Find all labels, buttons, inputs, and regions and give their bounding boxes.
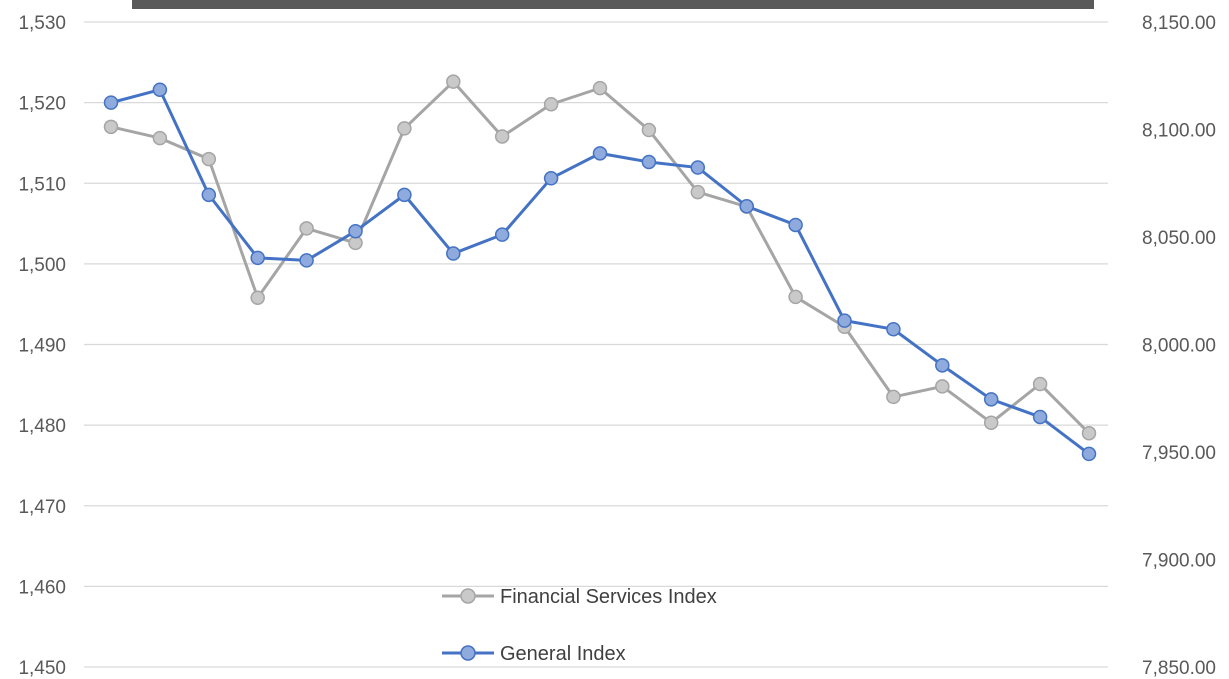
- data-point-financial-services: [886, 389, 901, 405]
- left-tick-label: 1,530: [18, 13, 66, 34]
- data-point-financial-services: [397, 121, 412, 136]
- right-tick-label: 7,850.00: [1142, 658, 1216, 679]
- data-point-general-index: [886, 321, 901, 337]
- data-point-general-index: [935, 358, 950, 373]
- data-point-general-index: [641, 154, 657, 170]
- data-point-financial-services: [690, 184, 706, 200]
- right-tick-label: 7,900.00: [1142, 551, 1216, 572]
- legend-marker-general-index: [460, 645, 476, 661]
- data-point-financial-services: [250, 290, 265, 305]
- series-layer: [103, 74, 1097, 462]
- data-point-financial-services: [592, 80, 608, 96]
- data-point-general-index: [690, 160, 706, 175]
- data-point-general-index: [397, 187, 412, 203]
- left-tick-label: 1,520: [18, 94, 66, 115]
- right-axis: 7,850.00 7,900.00 7,950.00 8,000.00 8,050.00…: [1142, 13, 1216, 679]
- data-point-financial-services: [983, 415, 999, 430]
- right-tick-label: 8,050.00: [1142, 228, 1216, 249]
- legend-label-general-index: General Index: [500, 643, 626, 665]
- data-point-general-index: [1081, 446, 1097, 462]
- data-point-financial-services: [543, 96, 559, 112]
- left-tick-label: 1,460: [18, 577, 66, 598]
- data-point-financial-services: [446, 74, 461, 89]
- legend-item-general-index: General Index: [442, 643, 626, 665]
- data-point-financial-services: [201, 151, 217, 167]
- data-point-financial-services: [1081, 425, 1097, 441]
- data-point-financial-services: [299, 221, 314, 236]
- data-point-general-index: [348, 223, 363, 239]
- left-tick-label: 1,490: [18, 336, 66, 357]
- legend-item-financial-services: Financial Services Index: [442, 586, 717, 608]
- data-point-general-index: [299, 253, 314, 268]
- data-point-general-index: [494, 227, 510, 242]
- data-point-general-index: [837, 313, 852, 328]
- data-point-general-index: [739, 199, 754, 214]
- data-point-general-index: [250, 250, 265, 266]
- title-box-edge: [132, 0, 1094, 9]
- left-tick-label: 1,450: [18, 658, 66, 679]
- left-axis: 1,450 1,460 1,470 1,480 1,490 1,500 1,510 1,520…: [18, 13, 66, 679]
- left-tick-label: 1,500: [18, 255, 66, 276]
- data-point-general-index: [592, 146, 608, 161]
- right-tick-label: 8,100.00: [1142, 121, 1216, 142]
- data-point-general-index: [788, 217, 803, 233]
- data-point-general-index: [103, 95, 119, 110]
- grid-lines: [84, 21, 1108, 668]
- right-tick-label: 8,000.00: [1142, 336, 1216, 357]
- right-tick-label: 8,150.00: [1142, 13, 1216, 34]
- data-point-general-index: [1032, 409, 1048, 425]
- data-point-financial-services: [641, 122, 657, 138]
- data-point-financial-services: [788, 289, 803, 305]
- data-point-financial-services: [935, 379, 950, 394]
- left-tick-label: 1,510: [18, 174, 66, 195]
- data-point-financial-services: [152, 130, 168, 146]
- legend: Financial Services Index General Index: [442, 586, 717, 665]
- series-line-general-index: [110, 88, 1090, 456]
- data-point-financial-services: [494, 129, 510, 144]
- left-tick-label: 1,480: [18, 416, 66, 437]
- left-tick-label: 1,470: [18, 497, 66, 518]
- data-point-general-index: [446, 246, 461, 261]
- data-point-general-index: [543, 171, 559, 186]
- data-point-general-index: [983, 392, 999, 407]
- data-point-general-index: [152, 82, 168, 97]
- data-point-financial-services: [1032, 376, 1048, 392]
- right-tick-label: 7,950.00: [1142, 443, 1216, 464]
- data-point-general-index: [201, 187, 217, 203]
- data-point-financial-services: [103, 119, 119, 135]
- legend-label-financial-services: Financial Services Index: [500, 586, 717, 608]
- legend-marker-financial-services: [460, 588, 476, 604]
